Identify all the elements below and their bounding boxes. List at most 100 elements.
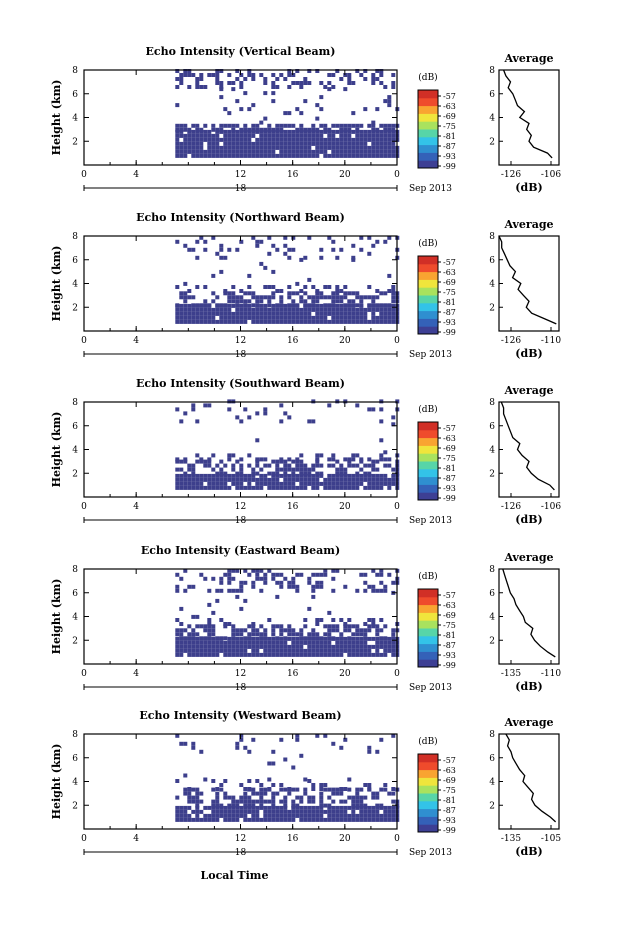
heatmap-cell bbox=[215, 463, 220, 468]
heatmap-cell bbox=[259, 73, 264, 77]
heatmap-cell bbox=[263, 576, 268, 581]
heatmap-cell bbox=[255, 791, 260, 796]
heatmap-cell bbox=[223, 141, 228, 146]
heatmap-cell bbox=[211, 644, 216, 649]
heatmap-cell bbox=[207, 652, 212, 657]
heatmap-cell bbox=[311, 588, 316, 593]
heatmap-cell bbox=[235, 799, 240, 804]
heatmap-cell bbox=[339, 127, 344, 132]
heatmap-cell bbox=[271, 481, 276, 486]
heatmap-cell bbox=[307, 580, 312, 585]
heatmap-cell bbox=[211, 453, 216, 458]
heatmap-cell bbox=[287, 311, 292, 316]
heatmap-cell bbox=[271, 91, 276, 96]
heatmap-cell bbox=[283, 809, 288, 814]
heatmap-cell bbox=[255, 459, 260, 464]
heatmap-cell bbox=[279, 636, 284, 641]
heatmap-cell bbox=[307, 145, 312, 150]
heatmap-cell bbox=[259, 795, 264, 800]
heatmap-cell bbox=[175, 618, 180, 622]
heatmap-cell bbox=[355, 295, 360, 300]
heatmap-cell bbox=[379, 149, 384, 154]
heatmap-cell bbox=[331, 315, 336, 320]
day-label: 18 bbox=[235, 350, 247, 360]
heatmap-cell bbox=[327, 307, 332, 312]
heatmap-cell bbox=[383, 477, 388, 482]
heatmap-cell bbox=[231, 145, 236, 150]
heatmap-cell bbox=[335, 805, 340, 810]
colorbar-unit: (dB) bbox=[418, 571, 437, 582]
heatmap-cell bbox=[291, 817, 296, 822]
heatmap-cell bbox=[279, 133, 284, 138]
heatmap-cell bbox=[255, 299, 260, 304]
heatmap-cell bbox=[247, 107, 252, 112]
heatmap-cell bbox=[375, 137, 380, 142]
heatmap-cell bbox=[251, 640, 256, 645]
heatmap-cell bbox=[179, 133, 184, 138]
heatmap-cell bbox=[199, 303, 204, 308]
colorbar-swatch bbox=[418, 279, 438, 288]
heatmap-cell bbox=[335, 485, 340, 490]
heatmap-cell bbox=[259, 120, 264, 125]
heatmap-cell bbox=[227, 622, 232, 626]
heatmap-cell bbox=[239, 648, 244, 653]
heatmap-cell bbox=[251, 145, 256, 150]
heatmap-cell bbox=[267, 319, 272, 324]
heatmap-cell bbox=[307, 606, 312, 611]
heatmap-cell bbox=[247, 307, 252, 312]
heatmap-cell bbox=[227, 652, 232, 657]
heatmap-cell bbox=[175, 652, 180, 657]
heatmap-cell bbox=[263, 315, 268, 320]
heatmap-cell bbox=[355, 141, 360, 146]
heatmap-cell bbox=[287, 467, 292, 472]
heatmap-cell bbox=[259, 261, 264, 266]
heatmap-cell bbox=[347, 141, 352, 146]
heatmap-cell bbox=[319, 809, 324, 814]
heatmap-cell bbox=[251, 787, 256, 792]
date-label: Sep 2013 bbox=[409, 683, 452, 693]
heatmap-cell bbox=[299, 145, 304, 150]
heatmap-cell bbox=[359, 477, 364, 482]
heatmap-cell bbox=[179, 77, 184, 81]
heatmap-cell bbox=[371, 795, 376, 800]
heatmap-cell bbox=[231, 299, 236, 304]
heatmap-cell bbox=[307, 813, 312, 818]
heatmap-cell bbox=[207, 463, 212, 468]
heatmap-cell bbox=[271, 311, 276, 316]
heatmap-cell bbox=[287, 315, 292, 320]
heatmap-cell bbox=[199, 636, 204, 641]
heatmap-cell bbox=[379, 81, 384, 85]
heatmap-cell bbox=[271, 99, 276, 104]
heatmap-cell bbox=[367, 303, 372, 308]
heatmap-cell bbox=[383, 149, 388, 154]
heatmap-cell bbox=[355, 652, 360, 657]
heatmap-cell bbox=[203, 247, 208, 252]
heatmap-cell bbox=[231, 453, 236, 458]
heatmap-cell bbox=[359, 73, 364, 77]
heatmap-cell bbox=[331, 568, 336, 573]
heatmap-cell bbox=[195, 805, 200, 810]
heatmap-cell bbox=[227, 813, 232, 818]
heatmap-cell bbox=[383, 652, 388, 657]
heatmap-cell bbox=[367, 407, 372, 412]
heatmap-cell bbox=[295, 485, 300, 490]
heatmap-cell bbox=[227, 311, 232, 316]
heatmap-cell bbox=[259, 127, 264, 132]
heatmap-cell bbox=[215, 303, 220, 308]
date-label: Sep 2013 bbox=[409, 848, 452, 858]
heatmap-cell bbox=[183, 141, 188, 146]
heatmap-cell bbox=[327, 145, 332, 150]
heatmap-cell bbox=[279, 473, 284, 478]
heatmap-cell bbox=[287, 473, 292, 478]
heatmap-cell bbox=[379, 453, 384, 458]
heatmap-cell bbox=[387, 137, 392, 142]
heatmap-cell bbox=[231, 628, 236, 633]
heatmap-cell bbox=[327, 813, 332, 818]
heatmap-cell bbox=[263, 481, 268, 486]
heatmap-cell bbox=[199, 473, 204, 478]
heatmap-cell bbox=[371, 568, 376, 573]
heatmap-cell bbox=[271, 805, 276, 810]
heatmap-cell bbox=[327, 809, 332, 814]
heatmap-cell bbox=[303, 485, 308, 490]
heatmap-cell bbox=[279, 127, 284, 132]
